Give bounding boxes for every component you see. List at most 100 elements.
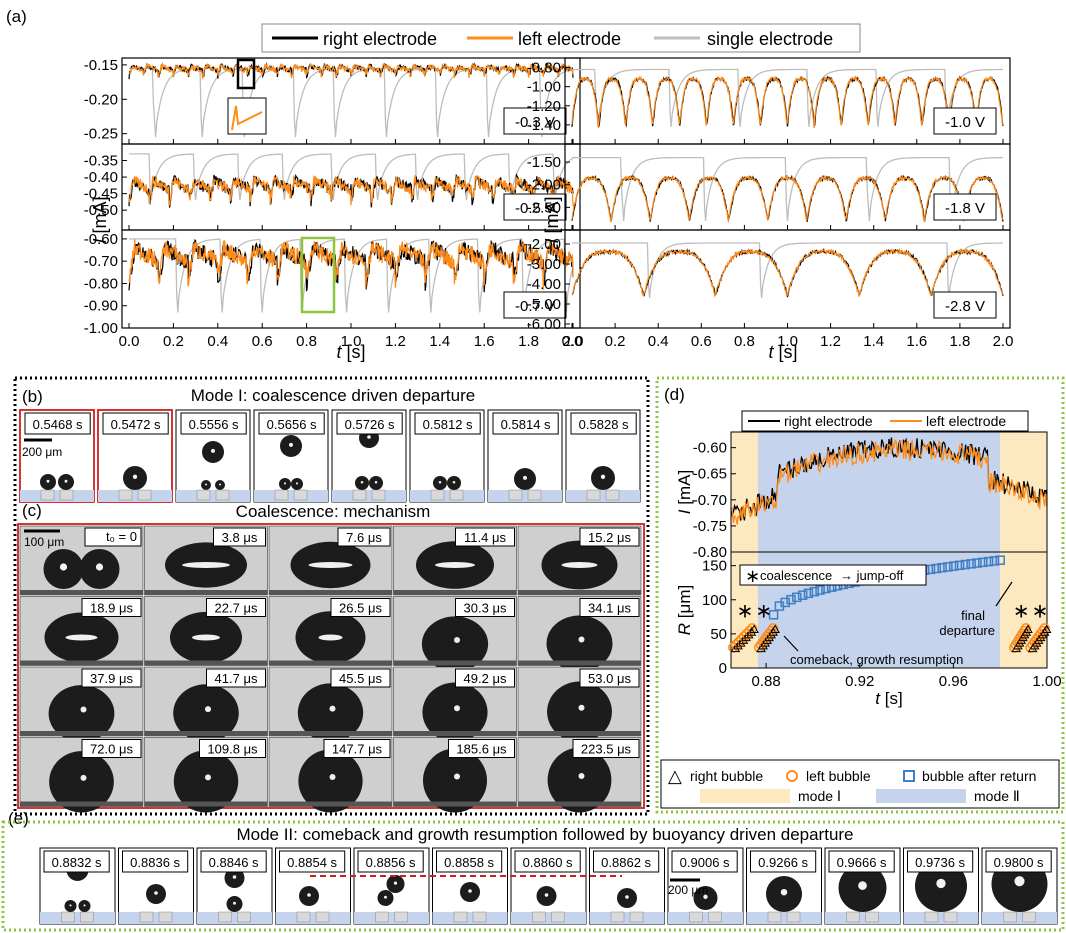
y-tick-label: -2.00 [527,177,561,194]
substrate [20,660,143,666]
electrode [865,911,879,923]
left-electrode-trace [571,247,1004,298]
coalescence-star: ∗ [737,601,754,623]
frame-time: 72.0 μs [90,742,133,757]
bubble-after-return-point [989,556,1000,566]
frame-time-box [414,412,481,435]
right-electrode-trace [128,173,574,208]
frame-time-box [492,412,559,435]
frame-e-7: 0.8862 s [589,847,665,925]
scale-bar-e-label: 200 μm [668,883,708,897]
legend-single-electrode: single electrode [707,29,833,49]
frame-time-box [24,412,91,435]
frame-time: 0.5812 s [423,417,473,432]
electrode [158,911,173,923]
substrate [197,912,272,924]
bubble-highlight [393,881,398,885]
x-tick-label: 0.8 [296,333,317,350]
electrode [215,489,230,501]
frame-c-11: 41.7 μs [144,666,268,742]
frame-b-0: 0.5468 s [19,409,95,503]
electrode [394,911,408,923]
frame-c-5: 18.9 μs [19,596,144,666]
electrode [532,911,546,923]
electrode [40,489,55,501]
bubble-highlight [154,891,158,895]
frame-time-box [200,850,267,873]
x-tick-label: 0.88 [752,673,781,690]
final-arrow [995,581,1013,607]
frame-time-box [43,850,110,873]
bubble [173,684,239,742]
radius-axes [730,551,1048,669]
frame-time-box [514,850,581,873]
frame-time: 0.9666 s [837,855,887,870]
electrode [80,911,94,923]
bubble-highlight [232,875,237,879]
substrate [269,731,392,736]
electrode [846,911,860,923]
bubble-after-return-point [792,592,802,603]
y-tick-label: -1.00 [84,320,118,337]
y-tick-label: -0.50 [84,202,118,219]
voltage-label: -1.8 V [933,193,997,221]
current-traces: -0.15-0.20-0.25-0.3 V-0.35-0.40-0.45-0.5… [84,57,1014,350]
bubble-highlight [438,481,442,484]
bubble [298,749,363,813]
bubble-highlight [80,774,87,781]
ylabel-a-right: I [mA] [542,196,562,243]
bubble-highlight [307,893,311,897]
bubble-highlight [858,881,867,890]
substrate [410,490,484,502]
single-electrode-trace [572,242,1003,299]
frame-e-1: 0.8836 s [118,847,194,925]
bubble-highlight [468,889,472,893]
single-electrode-trace [572,156,1003,221]
bubble-highlight [64,479,68,483]
frame-time-box [337,527,391,547]
substrate [269,590,392,595]
frame-time: 0.5556 s [189,417,239,432]
left-electrode-trace [128,174,574,207]
substrate [20,490,94,502]
y-tick-label: -0.75 [693,518,727,535]
bubble-highlight [59,563,68,571]
bubble-highlight [80,706,87,713]
frame-time: 34.1 μs [588,601,631,616]
y-tick-label: -0.60 [84,231,118,248]
electrode [274,489,289,501]
subplot-10: -0.80 -1.00 -1.20 -1.40 -1.0 V [527,57,1011,145]
bubble-highlight [1014,876,1025,887]
substrate [511,912,586,924]
frame-c-8: 30.3 μs [393,596,517,672]
substrate [488,490,562,502]
substrate [176,490,250,502]
bubble [173,750,239,813]
x-tick-label: 1.4 [429,333,450,350]
x-tick-label: 0.4 [207,333,228,350]
frame-time-box [907,850,974,873]
frame-c-16: 109.8 μs [144,737,268,813]
annotation-jump-off: → jump-off [840,568,904,583]
frame-c-7: 26.5 μs [268,596,393,666]
panel-b-title: Mode I: coalescence driven departure [191,386,475,405]
legend-after-return-marker [903,770,915,782]
x-tick-label: 1.4 [863,333,884,350]
voltage-text: -0.3 V [515,114,555,131]
bubble [422,682,488,742]
substrate [144,801,268,807]
y-tick-label: -0.25 [84,126,118,143]
substrate [903,912,979,924]
bubble-highlight [367,435,371,439]
bubble [547,747,612,813]
electrode [296,911,311,923]
electrode [218,911,232,923]
frame-time: 37.9 μs [90,671,133,686]
substrate [518,660,641,666]
frame-c-17: 147.7 μs [268,737,393,813]
frame-time: 0.5828 s [579,417,629,432]
bubble-highlight [703,894,708,899]
bubble-after-return-point [937,562,947,573]
bubble-highlight [544,893,549,897]
